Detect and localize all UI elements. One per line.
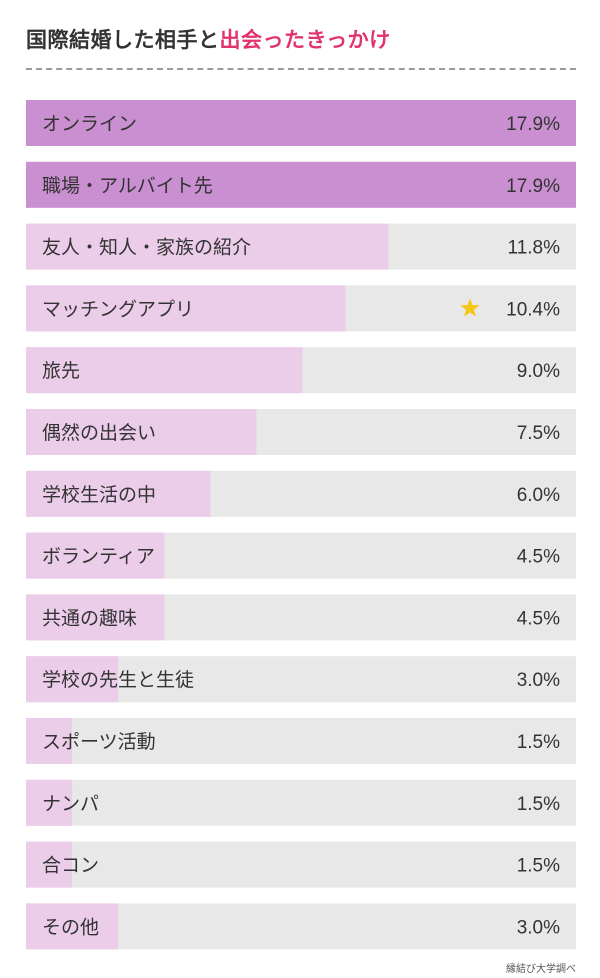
category-label: 学校生活の中 (42, 484, 156, 506)
bar (26, 347, 303, 394)
value-label: 4.5% (517, 547, 560, 568)
value-label: 17.9% (506, 176, 560, 197)
bar (26, 718, 73, 764)
bar (26, 532, 165, 579)
bar (26, 470, 211, 517)
value-label: 10.4% (506, 299, 560, 320)
value-label: 11.8% (508, 238, 561, 259)
bar (26, 903, 119, 950)
category-label: 合コン (42, 855, 99, 877)
bar (26, 161, 576, 208)
bar (26, 285, 346, 332)
value-label: 1.5% (517, 856, 560, 877)
source-note: 縁結び大学調べ (506, 964, 576, 975)
value-label: 1.5% (517, 794, 560, 815)
bar (26, 594, 165, 641)
chart-title-accent: 出会ったきっかけ (219, 28, 391, 52)
bar-track (26, 718, 576, 764)
category-label: オンライン (42, 113, 137, 135)
chart-title: 国際結婚した相手と出会ったきっかけ (26, 22, 391, 58)
category-label: マッチングアプリ (42, 298, 194, 320)
value-label: 17.9% (506, 114, 560, 135)
value-label: 3.0% (517, 917, 560, 938)
category-label: 共通の趣味 (42, 607, 137, 629)
category-label: ナンパ (42, 793, 99, 815)
value-label: 4.5% (517, 608, 560, 629)
category-label: スポーツ活動 (42, 731, 156, 753)
category-label: 学校の先生と生徒 (42, 669, 194, 691)
category-label: 偶然の出会い (42, 422, 156, 444)
star-icon (460, 298, 480, 317)
category-label: 友人・知人・家族の紹介 (42, 237, 251, 259)
category-label: その他 (42, 916, 99, 938)
title-divider (26, 68, 576, 70)
bar (26, 841, 73, 888)
value-label: 9.0% (517, 361, 560, 382)
value-label: 3.0% (517, 670, 560, 691)
category-label: 職場・アルバイト先 (42, 175, 213, 197)
bar (26, 223, 389, 270)
value-label: 1.5% (517, 732, 560, 753)
bar-track (26, 779, 576, 826)
category-label: 旅先 (42, 360, 80, 382)
bar (26, 100, 576, 146)
value-label: 7.5% (517, 423, 560, 444)
chart-title-main: 国際結婚した相手と (26, 28, 220, 52)
category-label: ボランティア (42, 546, 155, 568)
bar (26, 656, 119, 703)
bar (26, 779, 73, 826)
bar (26, 409, 257, 455)
value-label: 6.0% (517, 485, 560, 506)
bar-track (26, 841, 576, 888)
